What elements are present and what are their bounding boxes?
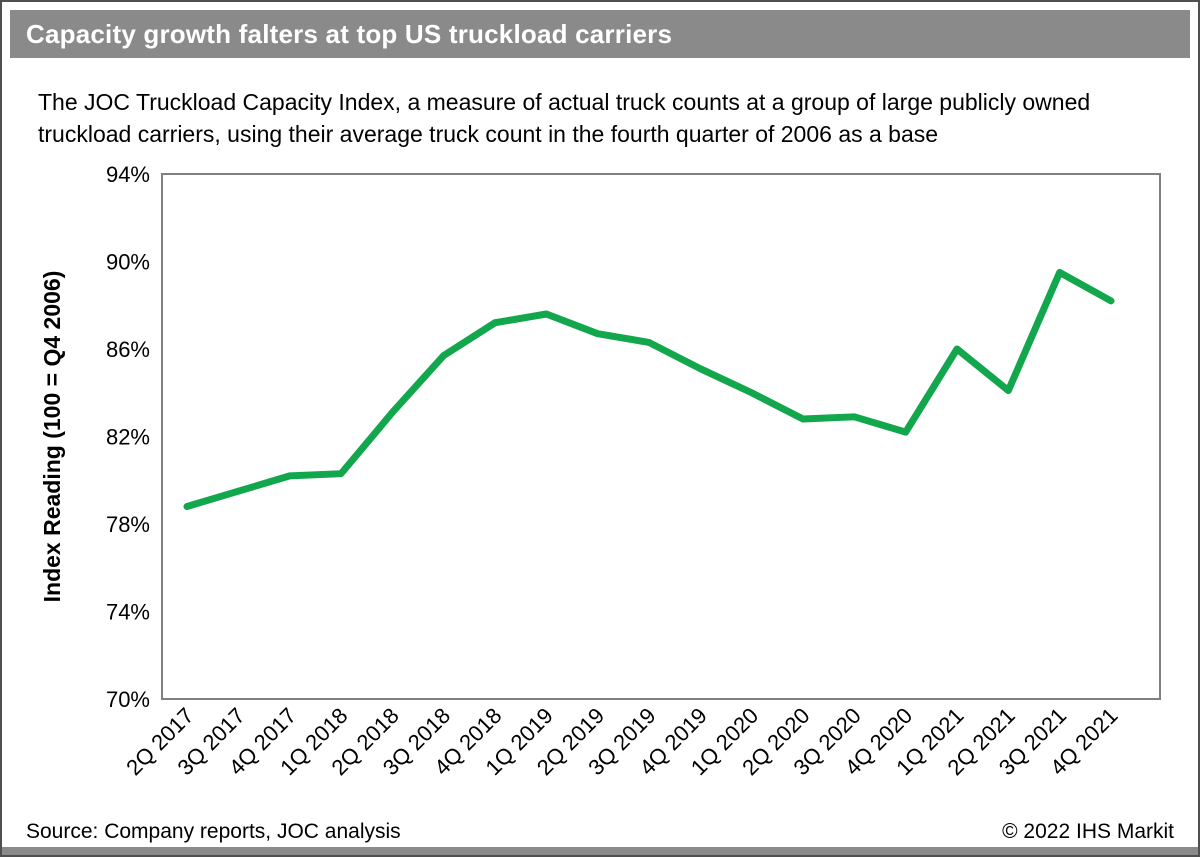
capacity-index-line-chart: 94% 90% 86% 82% 78% 74% 70% Index Reading (100 … xyxy=(39,162,1161,780)
y-tick-label: 86% xyxy=(106,337,150,362)
chart-title: Capacity growth falters at top US truckl… xyxy=(26,18,673,49)
y-tick-label: 70% xyxy=(106,687,150,712)
chart-subtitle-line2: truckload carriers, using their average … xyxy=(38,121,939,147)
title-bar: Capacity growth falters at top US truckl… xyxy=(10,10,1190,58)
chart-subtitle: The JOC Truckload Capacity Index, a meas… xyxy=(38,86,1178,150)
truckload-capacity-index-line xyxy=(183,268,1115,510)
y-tick-label: 82% xyxy=(106,425,150,450)
y-axis-title: Index Reading (100 = Q4 2006) xyxy=(39,271,65,603)
source-note: Source: Company reports, JOC analysis xyxy=(26,820,401,843)
copyright-note: © 2022 IHS Markit xyxy=(1002,820,1174,843)
bottom-accent-bar xyxy=(2,847,1198,855)
plot-border xyxy=(161,173,1161,700)
y-tick-label: 90% xyxy=(106,250,150,275)
chart-subtitle-line1: The JOC Truckload Capacity Index, a meas… xyxy=(38,89,1091,115)
y-tick-label: 78% xyxy=(106,512,150,537)
y-tick-label: 74% xyxy=(106,600,150,625)
y-tick-label: 94% xyxy=(106,162,150,187)
